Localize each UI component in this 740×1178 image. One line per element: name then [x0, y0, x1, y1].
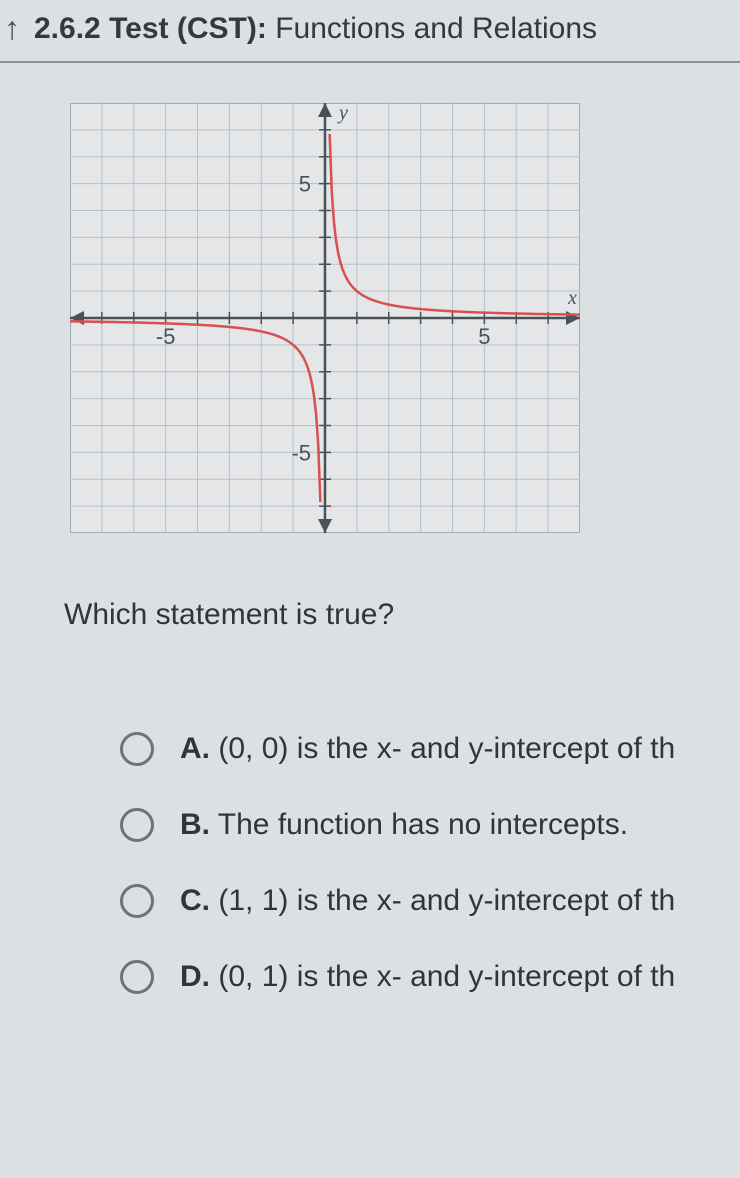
question-text: Which statement is true? [64, 598, 740, 632]
section-number: 2.6.2 [34, 12, 101, 45]
option-body: The function has no intercepts. [218, 808, 628, 841]
svg-text:-5: -5 [291, 440, 311, 465]
test-label: Test (CST): [109, 12, 267, 45]
option-text: D. (0, 1) is the x- and y-intercept of t… [180, 960, 675, 994]
svg-text:y: y [337, 103, 348, 124]
function-graph: -5 5 -5 5 x y [70, 103, 740, 538]
page-header: ↑ 2.6.2 Test (CST): Functions and Relati… [0, 0, 740, 63]
option-a[interactable]: A. (0, 0) is the x- and y-intercept of t… [120, 732, 740, 766]
header-title: 2.6.2 Test (CST): Functions and Relation… [34, 12, 597, 46]
radio-icon[interactable] [120, 808, 154, 842]
radio-icon[interactable] [120, 960, 154, 994]
option-text: B. The function has no intercepts. [180, 808, 628, 842]
option-body: (0, 0) is the x- and y-intercept of th [218, 732, 675, 765]
radio-icon[interactable] [120, 884, 154, 918]
topic: Functions and Relations [275, 12, 597, 45]
answer-options: A. (0, 0) is the x- and y-intercept of t… [120, 732, 740, 994]
option-c[interactable]: C. (1, 1) is the x- and y-intercept of t… [120, 884, 740, 918]
graph-svg: -5 5 -5 5 x y [70, 103, 580, 533]
option-letter: D. [180, 960, 210, 993]
option-text: C. (1, 1) is the x- and y-intercept of t… [180, 884, 675, 918]
option-body: (0, 1) is the x- and y-intercept of th [218, 960, 675, 993]
svg-text:x: x [567, 287, 577, 309]
svg-text:5: 5 [478, 324, 490, 349]
option-b[interactable]: B. The function has no intercepts. [120, 808, 740, 842]
svg-text:-5: -5 [156, 324, 176, 349]
option-letter: B. [180, 808, 210, 841]
option-text: A. (0, 0) is the x- and y-intercept of t… [180, 732, 675, 766]
option-d[interactable]: D. (0, 1) is the x- and y-intercept of t… [120, 960, 740, 994]
option-body: (1, 1) is the x- and y-intercept of th [218, 884, 675, 917]
option-letter: A. [180, 732, 210, 765]
radio-icon[interactable] [120, 732, 154, 766]
back-arrow-icon[interactable]: ↑ [4, 10, 20, 47]
svg-text:5: 5 [299, 172, 311, 197]
option-letter: C. [180, 884, 210, 917]
